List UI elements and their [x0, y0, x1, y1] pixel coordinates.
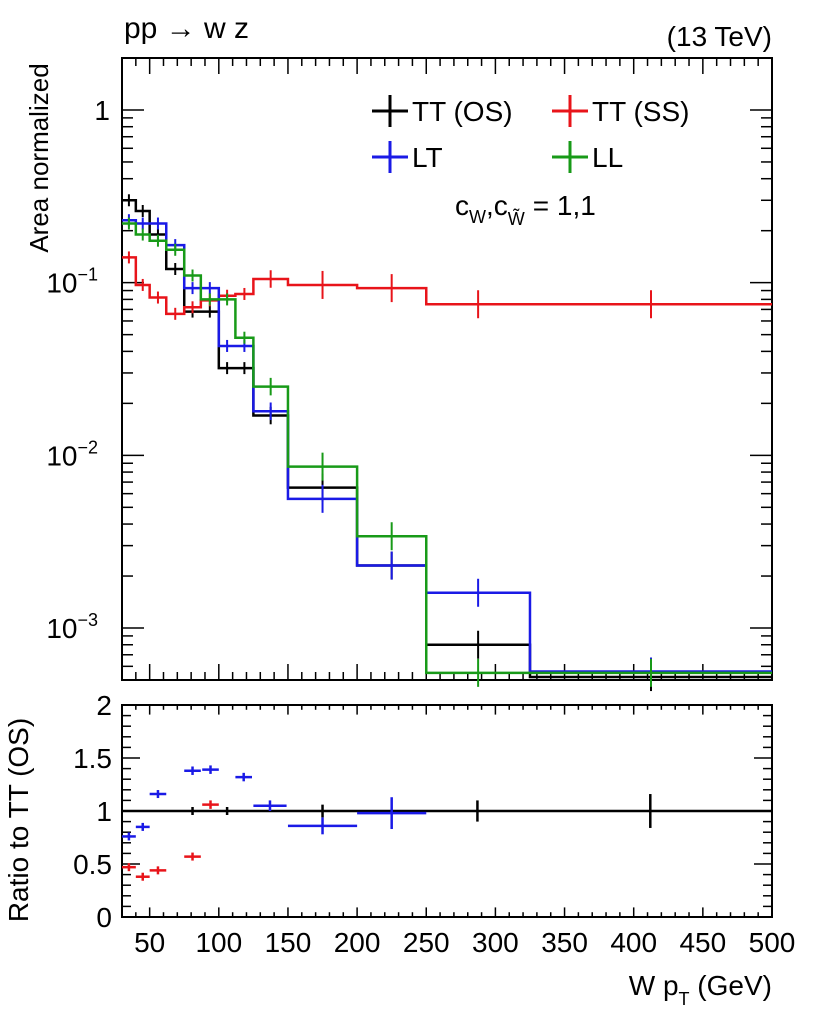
x-tick-label: 50: [134, 927, 165, 958]
y-tick-label: 2: [96, 690, 112, 721]
histogram-lt: [122, 218, 772, 673]
top-y-ticks: [122, 57, 772, 681]
y-tick-label: 10−3: [46, 610, 98, 644]
legend-label: TT (SS): [592, 96, 689, 127]
top-plot: 10−3 10−2 10−1 1 Area normalized pp → w z (…: [24, 12, 773, 692]
top-y-axis-label: Area normalized: [24, 63, 54, 252]
legend-label: LL: [592, 142, 623, 173]
energy-label: (13 TeV): [667, 21, 772, 52]
legend-label: LT: [412, 142, 443, 173]
bottom-plot: 50 100 150 200 250 300 350 400 450 500 00.511.52 …: [3, 690, 795, 1009]
y-tick-label: 10−1: [46, 265, 98, 299]
x-tick-label: 200: [334, 927, 381, 958]
x-tick-label: 250: [403, 927, 450, 958]
legend: TT (OS) TT (SS) LT LL: [372, 95, 689, 173]
histogram-tt-os-: [122, 199, 772, 679]
x-axis-label: W pT (GeV): [629, 970, 772, 1009]
y-tick-label: 0: [96, 902, 112, 933]
legend-label: TT (OS): [412, 96, 513, 127]
bottom-y-tick-labels: 0 0.5 1 1.5 2: [73, 690, 112, 933]
x-tick-label: 500: [749, 927, 796, 958]
bottom-y-axis-label: Ratio to TT (OS): [3, 718, 34, 922]
x-tick-label: 450: [679, 927, 726, 958]
y-tick-label: 1: [96, 796, 112, 827]
y-tick-label: 1: [94, 95, 110, 126]
bottom-series: [122, 765, 772, 881]
bottom-x-ticks: [121, 705, 773, 917]
process-label: pp → w z: [124, 12, 249, 45]
top-plot-frame: [121, 57, 773, 681]
y-tick-label: 0.5: [73, 849, 112, 880]
y-tick-label: 10−2: [46, 437, 98, 471]
top-series: [122, 194, 772, 692]
x-tick-label: 300: [472, 927, 519, 958]
bottom-x-tick-labels: 50 100 150 200 250 300 350 400 450 500: [134, 927, 795, 958]
top-y-tick-labels: 10−3 10−2 10−1 1: [46, 95, 110, 644]
x-tick-label: 350: [541, 927, 588, 958]
x-tick-label: 400: [610, 927, 657, 958]
x-tick-label: 100: [195, 927, 242, 958]
x-tick-label: 150: [265, 927, 312, 958]
y-tick-label: 1.5: [73, 743, 112, 774]
coupling-label: cW,cW̃ = 1,1: [455, 190, 596, 229]
